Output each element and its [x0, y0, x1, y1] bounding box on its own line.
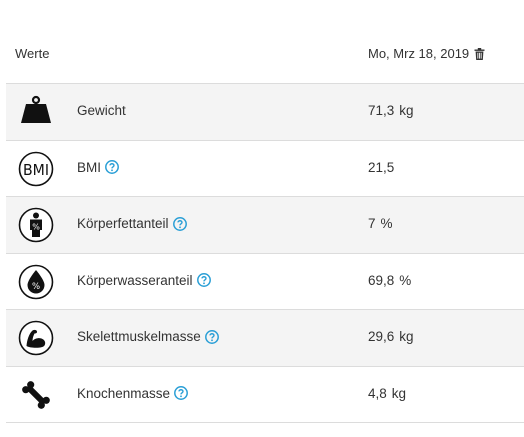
value-number: 21,5 [368, 159, 395, 175]
muscle-icon [18, 320, 54, 356]
value-unit: kg [399, 103, 414, 118]
metric-value: 29,6 kg [368, 329, 414, 344]
table-row-bmi: BMI BMI 21,5 [6, 141, 524, 197]
value-unit: % [380, 216, 393, 231]
value-unit: % [399, 272, 412, 288]
svg-text:%: % [32, 223, 40, 232]
help-circle-icon[interactable] [172, 216, 187, 231]
metric-value: 21,5 [368, 160, 399, 175]
measurement-date: Mo, Mrz 18, 2019 [368, 46, 470, 61]
help-circle-icon[interactable] [105, 160, 119, 174]
help-circle-icon[interactable] [174, 386, 189, 400]
table-row-skelettmuskelmasse: Skelettmuskelmasse 29,6 kg [6, 310, 524, 367]
metric-name: BMI [77, 160, 119, 175]
metric-value: 71,3 kg [368, 103, 414, 118]
metric-label: Gewicht [77, 103, 126, 118]
trash-icon[interactable] [474, 47, 485, 60]
metric-label: Knochenmasse [77, 385, 171, 401]
metric-label: Körperwasseranteil [77, 272, 193, 288]
date-column: Mo, Mrz 18, 2019 [368, 46, 485, 61]
table-row-knochenmasse: Knochenmasse 4,8 kg [6, 367, 524, 423]
help-circle-icon[interactable] [196, 273, 211, 287]
values-column-label: Werte [15, 46, 50, 61]
metric-label: Körperfettanteil [77, 216, 169, 231]
metric-name: Gewicht [77, 103, 126, 118]
value-number: 69,8 [368, 272, 395, 288]
svg-text:%: % [32, 282, 40, 292]
metric-value: 7% [368, 216, 393, 231]
weight-icon [18, 94, 54, 130]
value-number: 29,6 [368, 329, 395, 344]
value-number: 4,8 [368, 385, 387, 401]
body-water-icon: % [18, 264, 54, 300]
bone-icon [18, 377, 54, 413]
value-unit: kg [399, 329, 414, 344]
measurements-table: Werte Mo, Mrz 18, 2019 [6, 26, 524, 423]
value-unit: kg [391, 385, 407, 401]
metric-label: BMI [77, 159, 102, 175]
metric-name: Knochenmasse [77, 385, 189, 401]
help-circle-icon[interactable] [204, 329, 219, 344]
metric-value: 4,8 kg [368, 386, 406, 401]
table-row-gewicht: Gewicht 71,3 kg [6, 84, 524, 141]
svg-text:BMI: BMI [23, 161, 49, 179]
metric-name: Körperwasseranteil [77, 273, 211, 288]
metric-value: 69,8% [368, 273, 411, 288]
table-row-koerperfettanteil: % Körperfettanteil 7% [6, 197, 524, 254]
metric-label: Skelettmuskelmasse [77, 329, 201, 344]
metric-name: Körperfettanteil [77, 216, 187, 231]
table-row-koerperwasseranteil: % Körperwasseranteil 69,8% [6, 254, 524, 310]
body-fat-icon: % [18, 207, 54, 243]
value-number: 7 [368, 216, 376, 231]
bmi-icon: BMI [18, 151, 54, 187]
metric-name: Skelettmuskelmasse [77, 329, 219, 344]
table-header: Werte Mo, Mrz 18, 2019 [6, 26, 524, 84]
value-number: 71,3 [368, 103, 395, 118]
